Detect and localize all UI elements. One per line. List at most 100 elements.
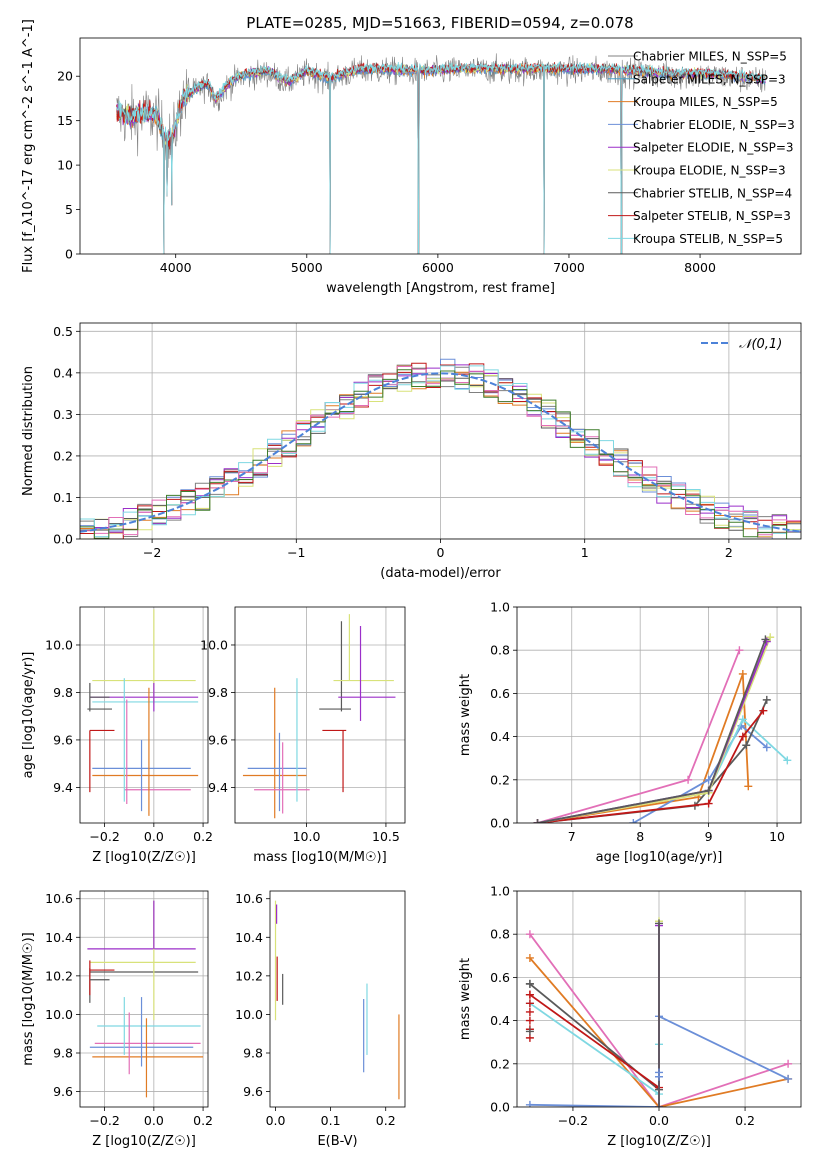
axes-frame xyxy=(516,890,802,1108)
y-tick-label: 0.6 xyxy=(490,970,510,985)
plus-marker xyxy=(684,775,693,784)
x-tick-label: 10 xyxy=(769,829,785,844)
y-tick-label: 15 xyxy=(57,113,73,128)
x-tick-label: 0.2 xyxy=(735,1113,755,1128)
x-axis-label: Z [log10(Z/Z☉)] xyxy=(92,850,196,865)
x-tick-label: 1 xyxy=(581,545,589,560)
spectrum-series-line xyxy=(116,62,766,254)
y-tick-label: 10.6 xyxy=(235,891,263,906)
y-axis-label: mass weight xyxy=(458,958,473,1040)
x-axis-label: mass [log10(M/M☉)] xyxy=(253,850,386,865)
y-tick-label: 0.4 xyxy=(490,1013,510,1028)
y-axis-label: age [log10(age/yr)] xyxy=(21,652,36,779)
series-line xyxy=(537,717,788,823)
x-tick-label: 10.5 xyxy=(372,829,400,844)
y-tick-label: 9.6 xyxy=(208,732,228,747)
plus-marker xyxy=(738,732,747,741)
axes-frame xyxy=(269,890,406,1108)
x-tick-label: 10.0 xyxy=(293,829,321,844)
legend-label: Chabrier STELIB, N_SSP=4 xyxy=(633,186,792,200)
y-tick-label: 10.0 xyxy=(235,1007,263,1022)
plus-marker xyxy=(762,695,771,704)
legend-label: Salpeter STELIB, N_SSP=3 xyxy=(633,209,791,223)
y-tick-label: 0.0 xyxy=(490,816,510,831)
y-tick-label: 10.2 xyxy=(45,968,73,983)
plot-area xyxy=(517,607,801,823)
legend-label: 𝒩(0,1) xyxy=(739,337,782,352)
x-axis-label: age [log10(age/yr)] xyxy=(596,850,723,865)
plus-marker xyxy=(704,786,713,795)
legend-label: Salpeter MILES, N_SSP=3 xyxy=(633,72,786,86)
y-tick-label: 9.6 xyxy=(53,732,73,747)
x-tick-label: 8000 xyxy=(684,260,716,275)
y-tick-label: 0.3 xyxy=(53,407,73,422)
panel-residual_hist: −2 −1 0 1 2 0.0 0.1 0.2 0.3 0.4 0.5 (data-model)/er… xyxy=(21,322,802,581)
x-tick-label: 8 xyxy=(636,829,644,844)
y-tick-label: 10.2 xyxy=(235,968,263,983)
y-tick-label: 0.5 xyxy=(53,324,73,339)
plus-marker xyxy=(761,635,770,644)
y-tick-label: 0 xyxy=(65,247,73,262)
normal-curve-line xyxy=(80,372,801,533)
spectrum-series-line xyxy=(116,63,766,254)
x-axis-label: (data-model)/error xyxy=(380,566,501,581)
y-tick-label: 10.4 xyxy=(235,930,263,945)
series-line xyxy=(537,636,772,823)
y-tick-label: 10.0 xyxy=(45,637,73,652)
panel-mass_vs_z: −0.2 0.0 0.2 9.6 9.8 10.0 10.2 10.4 10.6 Z [log10… xyxy=(21,890,213,1149)
x-tick-label: −0.2 xyxy=(89,829,119,844)
x-tick-label: 6000 xyxy=(422,260,454,275)
x-tick-label: 2 xyxy=(725,545,733,560)
plus-marker xyxy=(525,990,534,999)
series-line xyxy=(537,673,750,823)
plus-marker xyxy=(525,930,534,939)
x-tick-label: 0.1 xyxy=(321,1113,341,1128)
plus-marker xyxy=(784,1059,793,1068)
x-tick-label: −0.2 xyxy=(558,1113,588,1128)
axes-frame xyxy=(79,322,802,540)
y-tick-label: 0.0 xyxy=(490,1100,510,1115)
plus-marker xyxy=(704,775,713,784)
plus-marker xyxy=(744,782,753,791)
plot-area xyxy=(235,607,405,823)
plus-marker xyxy=(738,669,747,678)
x-tick-label: 0.2 xyxy=(193,829,213,844)
y-tick-label: 0.2 xyxy=(490,772,510,787)
x-tick-label: 0.0 xyxy=(144,1113,164,1128)
histogram-series-step xyxy=(80,369,801,539)
series-line xyxy=(529,993,660,1089)
y-tick-label: 9.4 xyxy=(208,780,228,795)
y-axis-label: Flux [f_λ10^-17 erg cm^-2 s^-1 A^-1] xyxy=(21,19,36,273)
spectrum-series-line xyxy=(116,62,766,254)
y-tick-label: 1.0 xyxy=(490,884,510,899)
y-tick-label: 1.0 xyxy=(490,600,510,615)
plus-marker xyxy=(766,633,775,642)
x-tick-label: −2 xyxy=(143,545,161,560)
axes-frame xyxy=(79,37,802,255)
y-tick-label: 10.0 xyxy=(200,637,228,652)
plus-marker xyxy=(704,799,713,808)
plus-marker xyxy=(783,756,792,765)
y-tick-label: 0.6 xyxy=(490,686,510,701)
x-tick-label: 7000 xyxy=(553,260,585,275)
plus-marker xyxy=(762,743,771,752)
plus-marker xyxy=(655,919,663,928)
y-tick-label: 5 xyxy=(65,202,73,217)
legend-label: Chabrier MILES, N_SSP=5 xyxy=(633,50,787,64)
panel-spectrum: 4000 5000 6000 7000 8000 0 5 10 15 20 wavelength [… xyxy=(21,19,802,296)
y-tick-label: 0.8 xyxy=(490,643,510,658)
axes-frame xyxy=(234,606,406,824)
y-tick-label: 10.6 xyxy=(45,891,73,906)
x-tick-label: 4000 xyxy=(160,260,192,275)
x-tick-label: 5000 xyxy=(291,260,323,275)
x-axis-label: Z [log10(Z/Z☉)] xyxy=(92,1134,196,1149)
y-axis-label: mass weight xyxy=(458,674,473,756)
plot-area xyxy=(80,891,208,1107)
y-tick-label: 0.4 xyxy=(53,365,73,380)
spectrum-series-line xyxy=(116,62,766,254)
plus-marker xyxy=(533,819,542,823)
y-axis-label: Normed distribution xyxy=(21,366,36,496)
plus-marker xyxy=(525,1016,534,1025)
